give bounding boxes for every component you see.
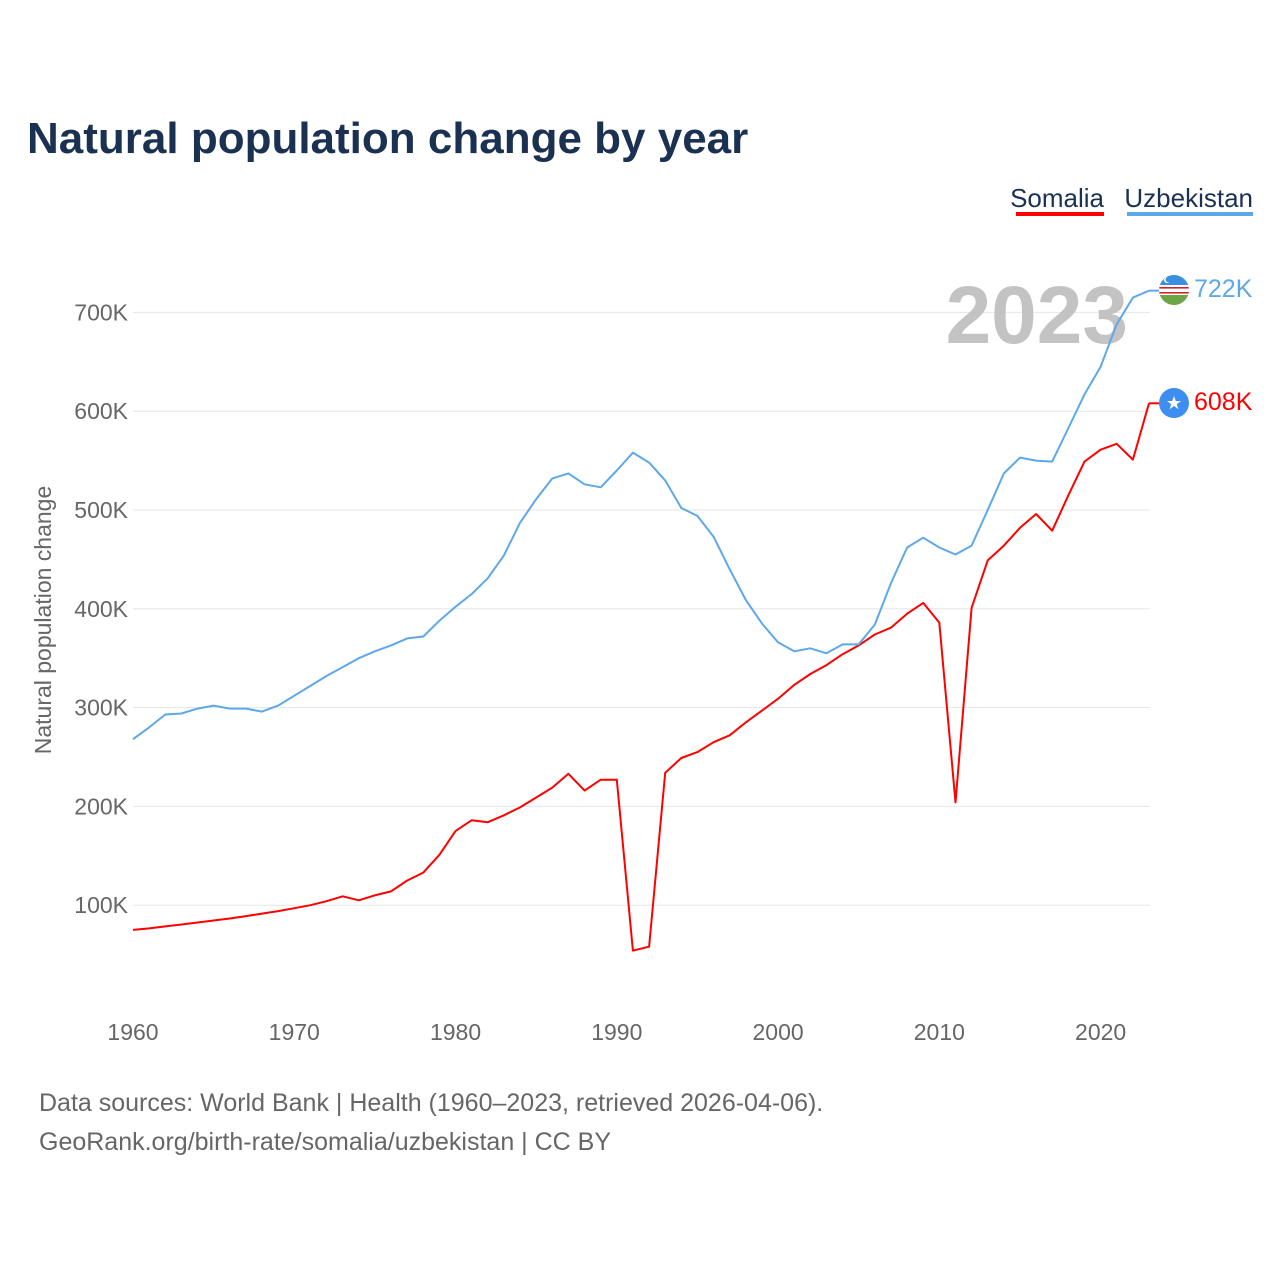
series-line-somalia: [132, 403, 1150, 952]
y-tick-label: 200K: [74, 793, 128, 819]
x-tick-label: 1970: [269, 1019, 320, 1045]
end-value-uzbekistan: 722K: [1194, 275, 1253, 303]
x-tick-label: 1960: [107, 1019, 158, 1045]
legend-swatch-somalia: [1016, 212, 1104, 216]
y-axis-ticks: 100K 200K 300K 400K 500K 600K 700K: [74, 299, 128, 918]
legend-label-uzbekistan[interactable]: Uzbekistan: [1124, 183, 1253, 213]
current-year-label: 2023: [946, 270, 1128, 361]
end-value-somalia: 608K: [1194, 388, 1253, 416]
y-axis-label: Natural population change: [30, 486, 56, 755]
y-tick-label: 600K: [74, 398, 128, 424]
footer-sources: Data sources: World Bank | Health (1960–…: [39, 1089, 823, 1117]
legend-label-somalia[interactable]: Somalia: [1010, 183, 1104, 213]
x-tick-label: 1990: [591, 1019, 642, 1045]
footer-attribution[interactable]: GeoRank.org/birth-rate/somalia/uzbekista…: [39, 1128, 611, 1156]
x-tick-label: 2010: [914, 1019, 965, 1045]
y-tick-label: 400K: [74, 596, 128, 622]
somalia-flag-icon: [1159, 388, 1189, 418]
y-tick-label: 500K: [74, 497, 128, 523]
chart-title: Natural population change by year: [27, 114, 748, 163]
x-axis-ticks: 1960 1970 1980 1990 2000 2010 2020: [107, 1019, 1126, 1045]
x-tick-label: 2020: [1075, 1019, 1126, 1045]
uzbekistan-flag-icon: [1159, 275, 1189, 305]
y-tick-label: 100K: [74, 892, 128, 918]
x-tick-label: 2000: [752, 1019, 803, 1045]
gridlines: [133, 311, 1150, 906]
y-tick-label: 300K: [74, 695, 128, 721]
legend: Somalia Uzbekistan: [1010, 183, 1253, 216]
series-lines: [132, 289, 1159, 952]
legend-item-somalia[interactable]: Somalia: [1010, 183, 1105, 216]
x-tick-label: 1980: [430, 1019, 481, 1045]
series-line-uzbekistan: [132, 289, 1150, 741]
legend-item-uzbekistan[interactable]: Uzbekistan: [1124, 183, 1253, 216]
legend-swatch-uzbekistan: [1127, 212, 1253, 216]
y-tick-label: 700K: [74, 299, 128, 325]
